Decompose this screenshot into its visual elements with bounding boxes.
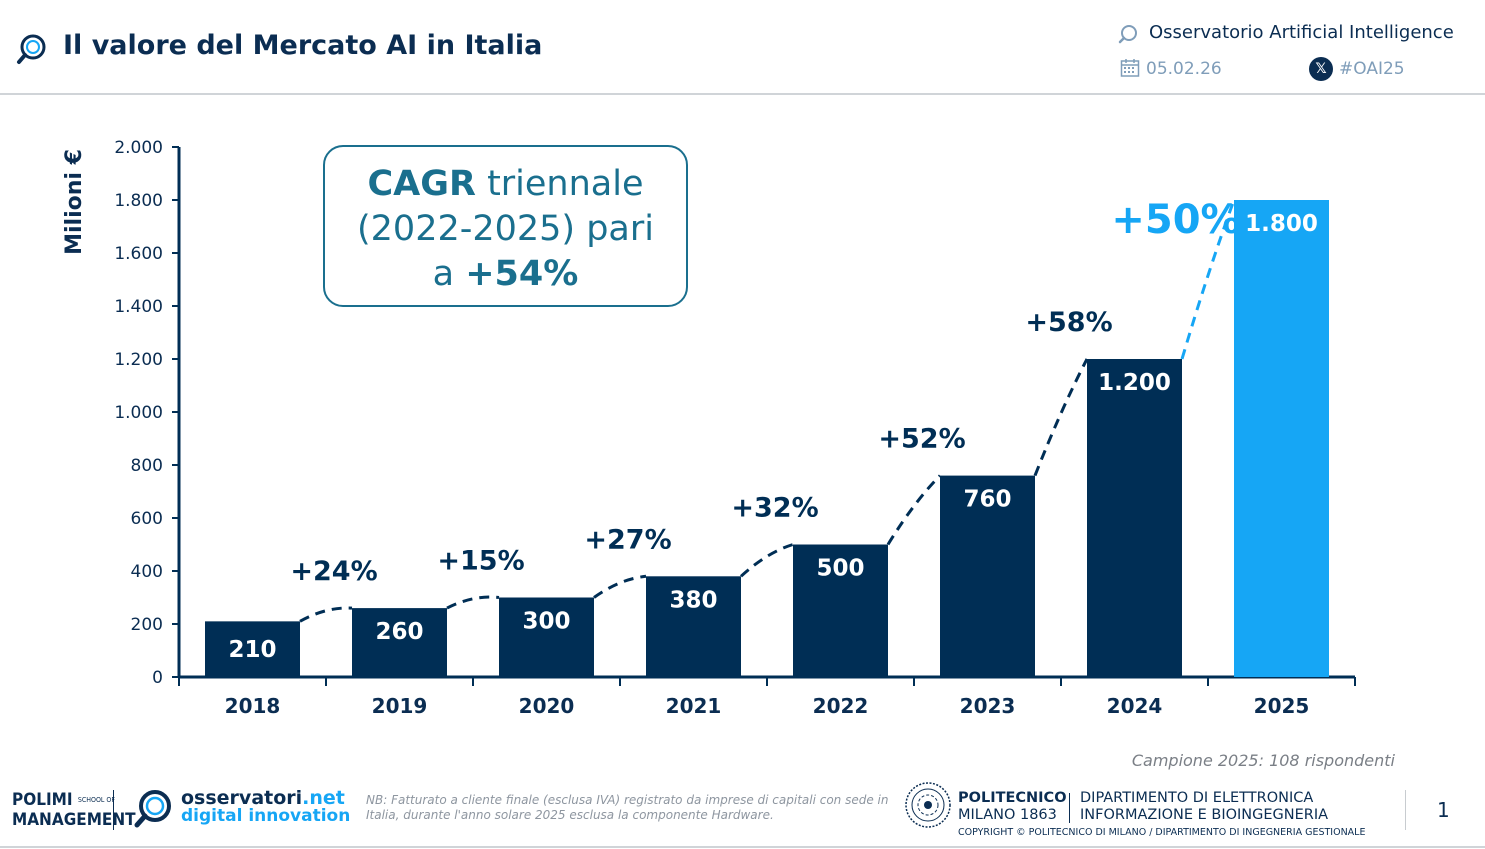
growth-label: +58% — [1025, 307, 1112, 338]
osservatori-logo-text[interactable]: osservatori.net — [181, 787, 345, 809]
slide-header: Il valore del Mercato AI in Italia Osser… — [0, 0, 1485, 95]
x-category-label: 2020 — [519, 694, 575, 718]
cagr-prefix: a — [432, 254, 466, 294]
y-tick-label: 2.000 — [114, 138, 163, 158]
bar-2025 — [1234, 200, 1329, 677]
bar-2021 — [646, 576, 741, 677]
x-category-label: 2025 — [1254, 694, 1310, 718]
y-tick-label: 1.000 — [114, 403, 163, 423]
bar-value-label: 260 — [375, 619, 423, 645]
polimi-logo-small: SCHOOL OF — [77, 796, 116, 804]
methodology-note: NB: Fatturato a cliente finale (esclusa … — [366, 793, 889, 822]
magnifier-logo-icon — [17, 34, 46, 64]
osservatori-word: osservatori — [181, 787, 303, 809]
growth-label: +32% — [731, 493, 818, 524]
x-category-label: 2022 — [813, 694, 869, 718]
politecnico-title: POLITECNICO — [958, 790, 1067, 806]
digital-innovation-text: digital innovation — [181, 806, 351, 826]
politecnico-seal-icon — [905, 782, 951, 828]
osservatori-logo-icon — [134, 790, 171, 828]
x-category-label: 2019 — [372, 694, 428, 718]
polimi-school-logo: POLIMI SCHOOL OF MANAGEMENT — [12, 790, 136, 830]
y-tick-label: 400 — [131, 562, 163, 582]
bar-value-label: 300 — [522, 609, 570, 635]
footer-divider-2 — [1069, 793, 1070, 823]
x-category-label: 2024 — [1107, 694, 1163, 718]
osservatori-net: .net — [302, 787, 345, 809]
event-hashtag[interactable]: #OAI25 — [1339, 59, 1405, 79]
y-tick-label: 1.800 — [114, 191, 163, 211]
y-tick-label: 800 — [131, 456, 163, 476]
growth-connector — [593, 574, 647, 599]
growth-label: +27% — [584, 524, 671, 555]
observatory-name: Osservatorio Artificial Intelligence — [1149, 22, 1454, 43]
bar-2018 — [205, 621, 300, 677]
y-tick-label: 600 — [131, 509, 163, 529]
y-tick-label: 1.200 — [114, 350, 163, 370]
growth-connector — [299, 606, 353, 623]
y-tick-label: 1.400 — [114, 297, 163, 317]
growth-connector — [446, 595, 500, 610]
bar-2022 — [793, 544, 888, 677]
market-value-bar-chart: 0 200 400 600 800 1.000 1.200 1.400 1.600 1.800 2.… — [62, 138, 1356, 718]
growth-label: +50% — [1111, 197, 1240, 243]
footer-rule — [0, 846, 1485, 848]
bar-value-label: 380 — [669, 587, 717, 613]
bar-2019 — [352, 608, 447, 677]
x-category-label: 2018 — [225, 694, 281, 718]
bar-value-label: 1.800 — [1245, 211, 1318, 237]
bar-value-label: 760 — [963, 487, 1011, 513]
page-number: 1 — [1437, 798, 1450, 822]
polimi-logo-line1: POLIMI — [12, 790, 73, 810]
footer-divider — [113, 790, 114, 830]
footer-divider-3 — [1405, 790, 1406, 830]
polimi-logo-line2: MANAGEMENT — [12, 810, 136, 830]
growth-connector — [1033, 358, 1089, 477]
y-tick-label: 0 — [152, 668, 163, 688]
department-line1: DIPARTIMENTO DI ELETTRONICA — [1080, 790, 1314, 806]
bar-value-label: 210 — [228, 637, 276, 663]
growth-connector — [739, 543, 794, 578]
calendar-icon — [1120, 59, 1140, 77]
copyright-text: COPYRIGHT © POLITECNICO DI MILANO / DIPA… — [958, 827, 1366, 838]
y-tick-label: 1.600 — [114, 244, 163, 264]
politecnico-city: MILANO 1863 — [958, 807, 1057, 823]
department-name: DIPARTIMENTO DI ELETTRONICA INFORMAZIONE… — [1080, 790, 1328, 824]
cagr-value: +54% — [465, 254, 579, 294]
department-line2: INFORMAZIONE E BIOINGEGNERIA — [1080, 807, 1329, 823]
x-category-label: 2021 — [666, 694, 722, 718]
bar-value-label: 1.200 — [1098, 370, 1171, 396]
x-category-label: 2023 — [960, 694, 1016, 718]
bar-2024 — [1087, 359, 1182, 677]
growth-label: +24% — [290, 556, 377, 587]
page-title: Il valore del Mercato AI in Italia — [63, 30, 543, 61]
y-axis-title: Milioni € — [62, 149, 87, 255]
x-social-icon[interactable]: 𝕏 — [1309, 57, 1333, 81]
cagr-callout: CAGR triennale (2022-2025) pari a +54% — [323, 145, 688, 307]
observatory-logo-icon — [1118, 25, 1137, 44]
growth-connector — [886, 474, 942, 546]
event-date: 05.02.26 — [1146, 59, 1222, 79]
cagr-period: (2022-2025) pari — [357, 209, 654, 249]
sample-note: Campione 2025: 108 rispondenti — [1131, 751, 1395, 770]
y-tick-label: 200 — [131, 615, 163, 635]
growth-label: +52% — [878, 424, 965, 455]
cagr-label: CAGR — [367, 164, 476, 204]
bar-2020 — [499, 597, 594, 677]
bar-value-label: 500 — [816, 556, 864, 582]
bar-2023 — [940, 475, 1035, 677]
growth-label: +15% — [437, 546, 524, 577]
growth-connector — [1180, 199, 1236, 360]
cagr-label-rest: triennale — [475, 164, 644, 204]
politecnico-name: POLITECNICO MILANO 1863 — [958, 790, 1067, 824]
